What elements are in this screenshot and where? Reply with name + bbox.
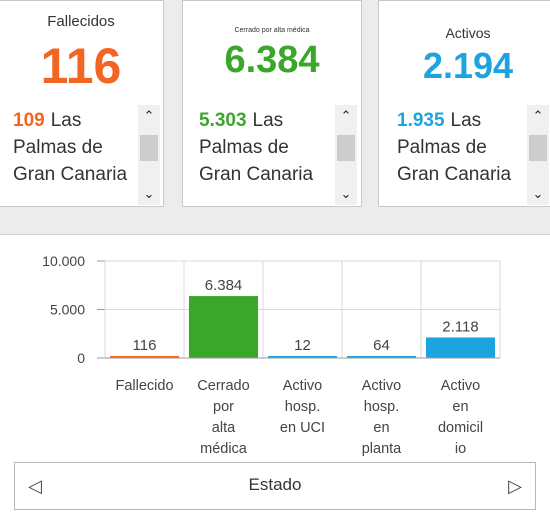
list-item-label: Las Palmas de Gran Canaria xyxy=(397,110,512,185)
category-label: Activo en domicil io xyxy=(438,378,483,457)
data-label: 12 xyxy=(294,337,311,354)
chevron-down-icon[interactable]: ⌄ xyxy=(340,186,352,201)
category-label: Cerrado por alta médica xyxy=(197,378,249,457)
chart-footer: ◁ Estado ▷ xyxy=(14,462,536,510)
category-label: Fallecido xyxy=(115,378,173,394)
card-list: 5.303 Las Palmas de Gran Canaria xyxy=(199,107,329,206)
chevron-up-icon[interactable]: ⌃ xyxy=(532,108,544,123)
card-title: Fallecidos xyxy=(47,13,115,30)
bar xyxy=(189,296,258,358)
list-item-value: 109 xyxy=(13,110,45,131)
scroll-thumb[interactable] xyxy=(140,135,158,161)
data-label: 6.384 xyxy=(205,277,243,294)
bar xyxy=(426,337,495,358)
list-item-value: 1.935 xyxy=(397,110,445,131)
category-label: Activo hosp. en planta xyxy=(362,378,402,457)
card-cerrado-alta: Cerrado por alta médica 6.384 5.303 Las P… xyxy=(182,0,362,207)
chevron-right-icon[interactable]: ▷ xyxy=(508,476,522,496)
scroll-thumb[interactable] xyxy=(529,135,547,161)
data-label: 116 xyxy=(133,337,157,354)
card-activos: Activos 2.194 1.935 Las Palmas de Gran Ca… xyxy=(378,0,550,207)
card-list: 1.935 Las Palmas de Gran Canaria xyxy=(397,107,525,206)
card-value: 116 xyxy=(40,38,122,94)
category-label: Activo hosp. en UCI xyxy=(280,378,325,436)
list-item-label: Las Palmas de Gran Canaria xyxy=(13,110,128,185)
chevron-up-icon[interactable]: ⌃ xyxy=(143,108,155,123)
list-scrollbar[interactable]: ⌃ ⌄ xyxy=(138,105,160,205)
card-title: Cerrado por alta médica xyxy=(234,27,310,34)
bar xyxy=(347,356,416,358)
data-label: 2.118 xyxy=(442,318,478,335)
chevron-down-icon[interactable]: ⌄ xyxy=(143,186,155,201)
card-value: 2.194 xyxy=(422,45,514,86)
card-value: 6.384 xyxy=(224,39,320,81)
chevron-down-icon[interactable]: ⌄ xyxy=(532,186,544,201)
data-label: 64 xyxy=(373,337,390,354)
chevron-up-icon[interactable]: ⌃ xyxy=(340,108,352,123)
x-axis-title: Estado xyxy=(248,475,302,494)
list-scrollbar[interactable]: ⌃ ⌄ xyxy=(335,105,357,205)
scroll-thumb[interactable] xyxy=(337,135,355,161)
y-tick-label: 10.000 xyxy=(42,253,85,269)
list-item-value: 5.303 xyxy=(199,110,247,131)
list-scrollbar[interactable]: ⌃ ⌄ xyxy=(527,105,549,205)
bar xyxy=(268,356,337,358)
card-list: 109 Las Palmas de Gran Canaria xyxy=(13,107,131,206)
y-tick-label: 5.000 xyxy=(50,302,85,318)
card-title: Activos xyxy=(445,25,491,41)
bar-chart: 0 5.000 10.000 116 Fallecido 6.384 Cerrado por a… xyxy=(42,253,501,457)
card-fallecidos: Fallecidos 116 109 Las Palmas de Gran Can… xyxy=(0,0,164,207)
chevron-left-icon[interactable]: ◁ xyxy=(28,476,42,496)
list-item-label: Las Palmas de Gran Canaria xyxy=(199,110,314,185)
bar xyxy=(110,356,179,358)
y-tick-label: 0 xyxy=(77,350,85,366)
